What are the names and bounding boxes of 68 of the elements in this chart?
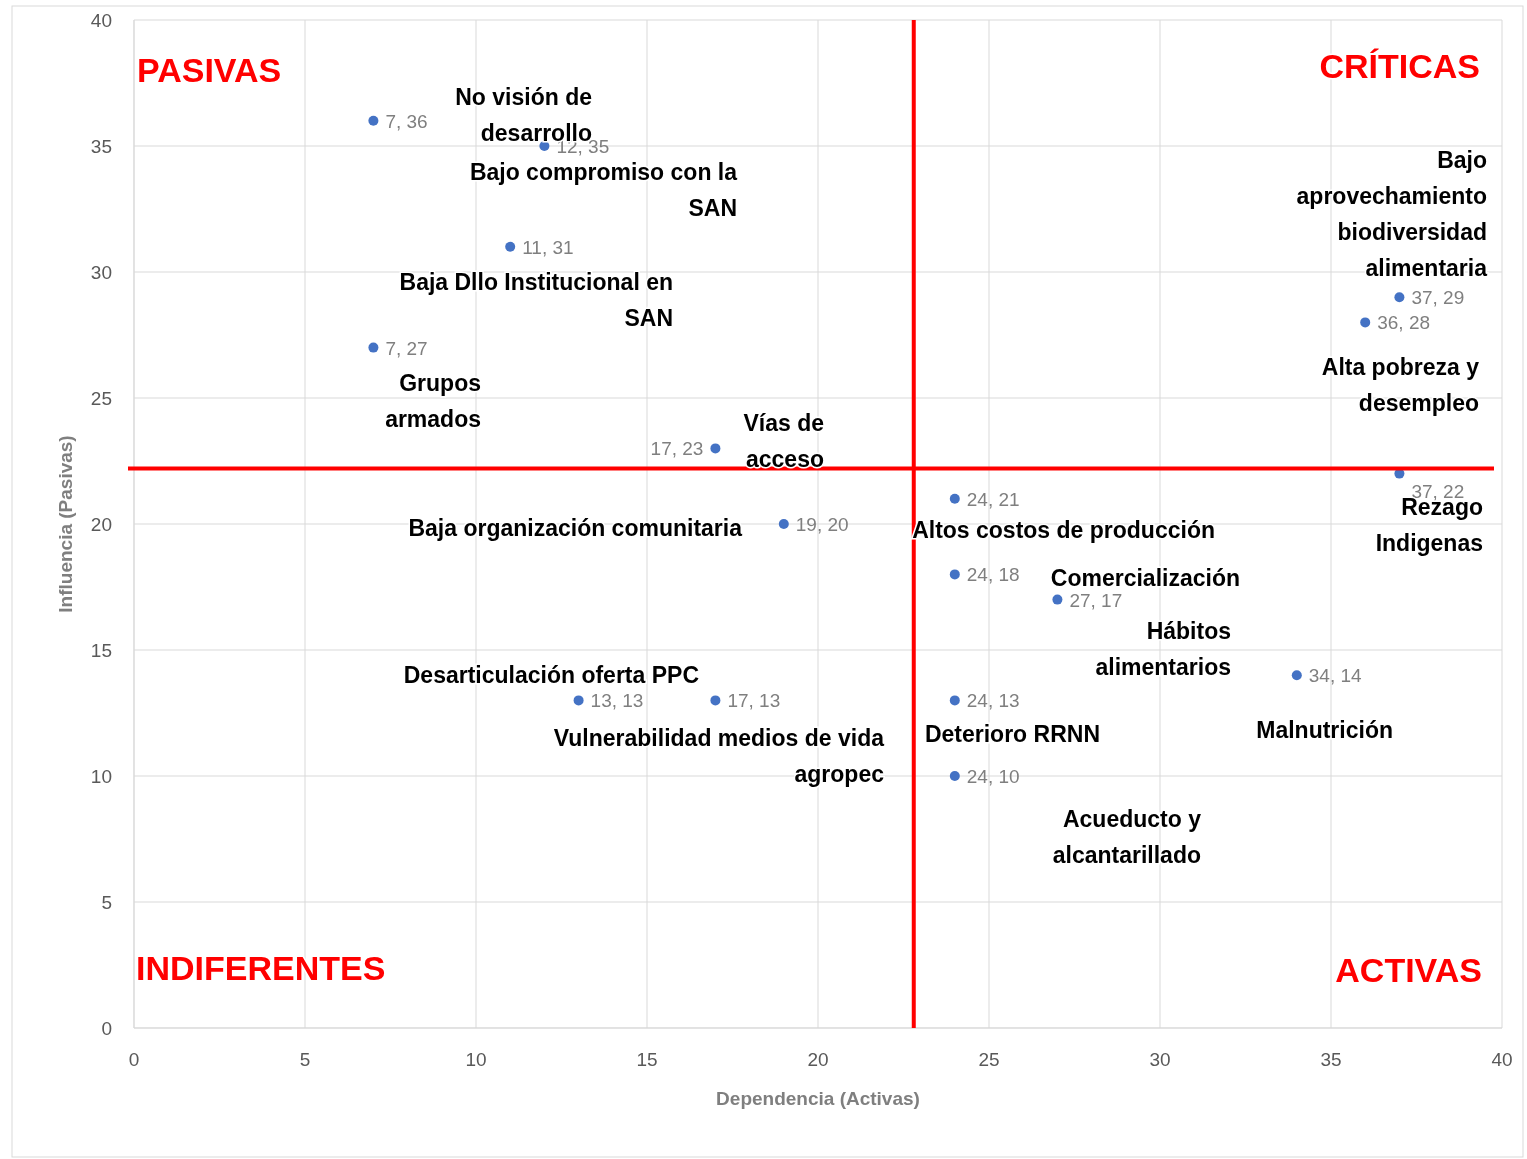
text: 13, 13 <box>590 690 644 712</box>
point <box>573 695 584 706</box>
annotation: Bajo compromiso con la SAN <box>469 159 738 221</box>
point <box>505 241 516 252</box>
text: 34, 14 <box>1308 665 1362 687</box>
text: 37, 29 <box>1411 287 1465 309</box>
annotation: Alta pobreza y desempleo <box>1321 354 1480 416</box>
y-tick-label: 20 <box>90 514 112 535</box>
y-tick-label: 5 <box>101 892 112 913</box>
text: 11, 31 <box>522 236 574 258</box>
y-tick-label: 0 <box>101 1018 112 1039</box>
annotation: Acueducto y alcantarillado <box>1052 806 1202 868</box>
point <box>710 443 721 454</box>
annotation: INDIFERENTES <box>136 949 386 987</box>
y-tick-label: 35 <box>90 136 112 157</box>
text: 17, 23 <box>650 438 704 460</box>
text: 24, 21 <box>966 488 1020 510</box>
x-tick-label: 40 <box>1491 1049 1513 1070</box>
y-tick-label: 30 <box>90 262 112 283</box>
annotation: PASIVAS <box>137 51 282 89</box>
x-tick-label: 10 <box>465 1049 487 1070</box>
text: 7, 27 <box>385 337 428 359</box>
x-tick-label: 25 <box>978 1049 1000 1070</box>
annotation: Desarticulación oferta PPC <box>403 662 699 688</box>
annotation: Hábitos alimentarios <box>1095 618 1231 680</box>
y-axis-title: Influencia (Pasivas) <box>55 435 76 613</box>
annotation: Vulnerabilidad medios de vida agropec <box>553 725 885 787</box>
text: 24, 13 <box>966 690 1020 712</box>
point <box>1052 594 1063 605</box>
point <box>949 771 960 781</box>
annotation: CRÍTICAS <box>1319 47 1480 85</box>
point <box>368 115 379 126</box>
point <box>1394 292 1405 303</box>
x-tick-label: 35 <box>1320 1049 1342 1070</box>
x-tick-label: 5 <box>299 1049 311 1070</box>
annotation: Comercialización <box>1050 565 1240 591</box>
annotation: Deterioro RRNN <box>924 721 1100 747</box>
annotation: ACTIVAS <box>1335 951 1482 989</box>
text: 7, 36 <box>385 110 428 132</box>
annotation: Baja organización comunitaria <box>408 515 743 541</box>
annotation: Grupos armados <box>385 370 481 432</box>
point <box>1291 670 1302 681</box>
text: 24, 10 <box>966 766 1020 787</box>
annotation: Baja Dllo Institucional en SAN <box>399 269 673 331</box>
x-tick-label: 20 <box>807 1049 829 1070</box>
text: 24, 18 <box>966 564 1020 586</box>
point <box>1360 317 1371 328</box>
text: 19, 20 <box>795 514 849 535</box>
y-tick-label: 40 <box>90 10 112 31</box>
text: 17, 13 <box>727 690 781 712</box>
y-tick-label: 10 <box>90 766 112 787</box>
x-tick-label: 30 <box>1149 1049 1171 1070</box>
point <box>949 695 960 706</box>
y-tick-label: 15 <box>90 640 112 661</box>
point <box>368 342 379 353</box>
x-tick-label: 15 <box>636 1049 658 1070</box>
text: 27, 17 <box>1069 589 1123 611</box>
annotation: Vías de acceso <box>743 410 824 472</box>
y-tick-label: 25 <box>90 388 112 409</box>
text: 36, 28 <box>1377 312 1431 334</box>
x-tick-label: 0 <box>128 1049 140 1070</box>
point <box>778 519 789 529</box>
annotation: Malnutrición <box>1256 717 1393 743</box>
point <box>710 695 721 706</box>
annotation: Bajo aprovechamiento biodiversidad alimentaria <box>1296 147 1488 281</box>
x-axis-title: Dependencia (Activas) <box>716 1088 920 1109</box>
point <box>949 569 960 580</box>
point <box>949 493 960 504</box>
